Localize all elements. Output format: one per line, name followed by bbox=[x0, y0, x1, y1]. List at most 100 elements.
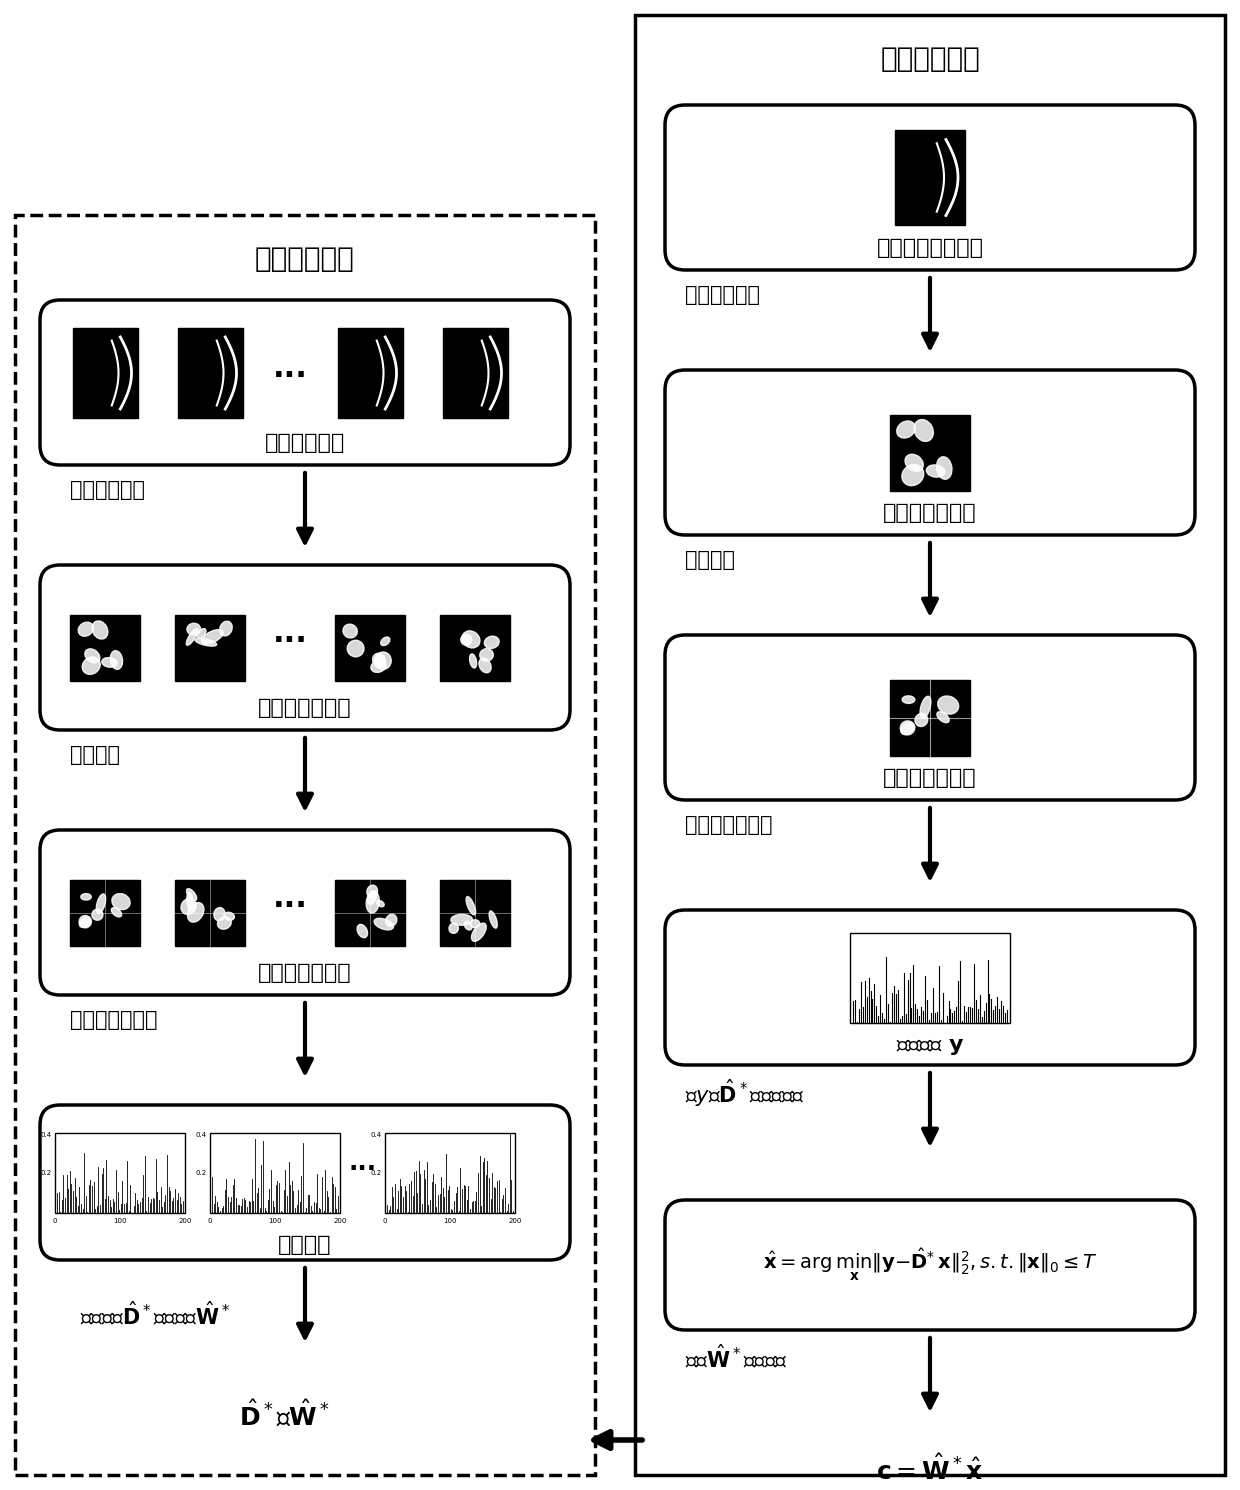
Text: 特征向量: 特征向量 bbox=[278, 1235, 332, 1255]
Ellipse shape bbox=[92, 621, 108, 639]
Ellipse shape bbox=[97, 894, 105, 913]
Ellipse shape bbox=[187, 623, 201, 635]
FancyBboxPatch shape bbox=[665, 910, 1195, 1065]
Text: 学习字典$\hat{\mathbf{D}}^*$与分类器$\hat{\mathbf{W}}^*$: 学习字典$\hat{\mathbf{D}}^*$与分类器$\hat{\mathb… bbox=[81, 1301, 231, 1329]
Ellipse shape bbox=[920, 696, 931, 718]
Ellipse shape bbox=[900, 723, 914, 735]
Ellipse shape bbox=[374, 918, 393, 930]
Ellipse shape bbox=[386, 915, 397, 927]
Text: ...: ... bbox=[273, 884, 308, 912]
Text: 平均分块: 平均分块 bbox=[69, 745, 120, 764]
Text: 大小一致的分块: 大小一致的分块 bbox=[883, 767, 977, 788]
Ellipse shape bbox=[187, 903, 203, 922]
Ellipse shape bbox=[366, 891, 379, 913]
Text: 0.4: 0.4 bbox=[196, 1132, 207, 1138]
Text: 待测三维人耳区域: 待测三维人耳区域 bbox=[877, 238, 983, 258]
Ellipse shape bbox=[367, 885, 377, 898]
Ellipse shape bbox=[81, 894, 92, 900]
Ellipse shape bbox=[217, 916, 232, 930]
Text: 200: 200 bbox=[179, 1217, 192, 1223]
FancyBboxPatch shape bbox=[665, 635, 1195, 800]
Text: $\hat{\mathbf{D}}^*$与$\hat{\mathbf{W}}^*$: $\hat{\mathbf{D}}^*$与$\hat{\mathbf{W}}^*… bbox=[239, 1399, 331, 1430]
Bar bbox=[890, 416, 970, 492]
Ellipse shape bbox=[197, 629, 206, 638]
Ellipse shape bbox=[187, 893, 192, 909]
Text: 0.2: 0.2 bbox=[41, 1170, 52, 1176]
Ellipse shape bbox=[897, 422, 915, 438]
Ellipse shape bbox=[202, 630, 223, 644]
Bar bbox=[179, 328, 243, 419]
Ellipse shape bbox=[480, 648, 494, 662]
Ellipse shape bbox=[371, 660, 386, 672]
Text: 使用$\hat{\mathbf{W}}^*$预测类别: 使用$\hat{\mathbf{W}}^*$预测类别 bbox=[684, 1344, 787, 1372]
Ellipse shape bbox=[84, 648, 100, 663]
Text: 0.2: 0.2 bbox=[371, 1170, 382, 1176]
Text: 0.4: 0.4 bbox=[41, 1132, 52, 1138]
Text: 特征向量 $\mathbf{y}$: 特征向量 $\mathbf{y}$ bbox=[895, 1037, 965, 1056]
Ellipse shape bbox=[463, 630, 480, 648]
Ellipse shape bbox=[903, 696, 915, 703]
FancyBboxPatch shape bbox=[40, 1106, 570, 1261]
Ellipse shape bbox=[465, 921, 472, 930]
Bar bbox=[440, 881, 510, 946]
Bar bbox=[440, 615, 510, 681]
Ellipse shape bbox=[914, 420, 934, 441]
FancyBboxPatch shape bbox=[40, 565, 570, 730]
Text: 100: 100 bbox=[268, 1217, 281, 1223]
Ellipse shape bbox=[466, 897, 476, 915]
Bar bbox=[895, 130, 965, 225]
Ellipse shape bbox=[937, 696, 959, 714]
Text: 实时识别阶段: 实时识别阶段 bbox=[880, 45, 980, 73]
Text: 0: 0 bbox=[383, 1217, 387, 1223]
Text: ...: ... bbox=[273, 353, 308, 383]
Ellipse shape bbox=[79, 915, 92, 928]
Ellipse shape bbox=[92, 909, 103, 921]
Ellipse shape bbox=[102, 657, 117, 668]
Ellipse shape bbox=[449, 924, 459, 933]
Ellipse shape bbox=[357, 924, 367, 937]
Text: ...: ... bbox=[273, 618, 308, 648]
Text: 200: 200 bbox=[334, 1217, 347, 1223]
Bar bbox=[384, 1132, 515, 1213]
Text: 计算表面类型: 计算表面类型 bbox=[69, 480, 145, 501]
Text: $\mathbf{c} = \hat{\mathbf{W}}^*\hat{\mathbf{x}}$: $\mathbf{c} = \hat{\mathbf{W}}^*\hat{\ma… bbox=[877, 1454, 983, 1486]
Bar bbox=[335, 615, 405, 681]
Ellipse shape bbox=[461, 635, 471, 645]
Ellipse shape bbox=[901, 465, 924, 486]
Ellipse shape bbox=[377, 900, 384, 907]
Ellipse shape bbox=[374, 653, 392, 669]
Ellipse shape bbox=[905, 454, 924, 471]
Text: ...: ... bbox=[348, 1150, 377, 1176]
Ellipse shape bbox=[181, 898, 196, 915]
Text: 对$y$在$\hat{\mathbf{D}}^*$上进行编码: 对$y$在$\hat{\mathbf{D}}^*$上进行编码 bbox=[684, 1077, 805, 1109]
Ellipse shape bbox=[82, 657, 100, 675]
Ellipse shape bbox=[186, 629, 198, 645]
Ellipse shape bbox=[112, 907, 122, 916]
Text: 200: 200 bbox=[508, 1217, 522, 1223]
Ellipse shape bbox=[936, 457, 952, 480]
Text: 计算表面类型: 计算表面类型 bbox=[684, 285, 760, 305]
Text: 人耳表面类型图: 人耳表面类型图 bbox=[258, 697, 352, 718]
Bar bbox=[635, 15, 1225, 1475]
Text: 人耳表面类型图: 人耳表面类型图 bbox=[883, 504, 977, 523]
Bar bbox=[15, 215, 595, 1475]
Text: 0.2: 0.2 bbox=[196, 1170, 207, 1176]
Text: 0.4: 0.4 bbox=[371, 1132, 382, 1138]
Ellipse shape bbox=[186, 888, 197, 900]
Ellipse shape bbox=[926, 465, 945, 477]
Ellipse shape bbox=[900, 721, 915, 735]
Bar bbox=[55, 1132, 185, 1213]
Ellipse shape bbox=[489, 910, 497, 928]
Text: 按分块提取特征: 按分块提取特征 bbox=[684, 815, 773, 834]
Ellipse shape bbox=[347, 641, 365, 657]
Ellipse shape bbox=[470, 919, 480, 928]
Bar bbox=[443, 328, 508, 419]
FancyBboxPatch shape bbox=[665, 1199, 1195, 1331]
Text: 线下训练阶段: 线下训练阶段 bbox=[255, 244, 355, 273]
Text: 平均分块: 平均分块 bbox=[684, 550, 735, 571]
Bar bbox=[175, 615, 246, 681]
Text: 100: 100 bbox=[113, 1217, 126, 1223]
Ellipse shape bbox=[195, 638, 217, 647]
Ellipse shape bbox=[373, 653, 386, 668]
Ellipse shape bbox=[79, 918, 91, 927]
